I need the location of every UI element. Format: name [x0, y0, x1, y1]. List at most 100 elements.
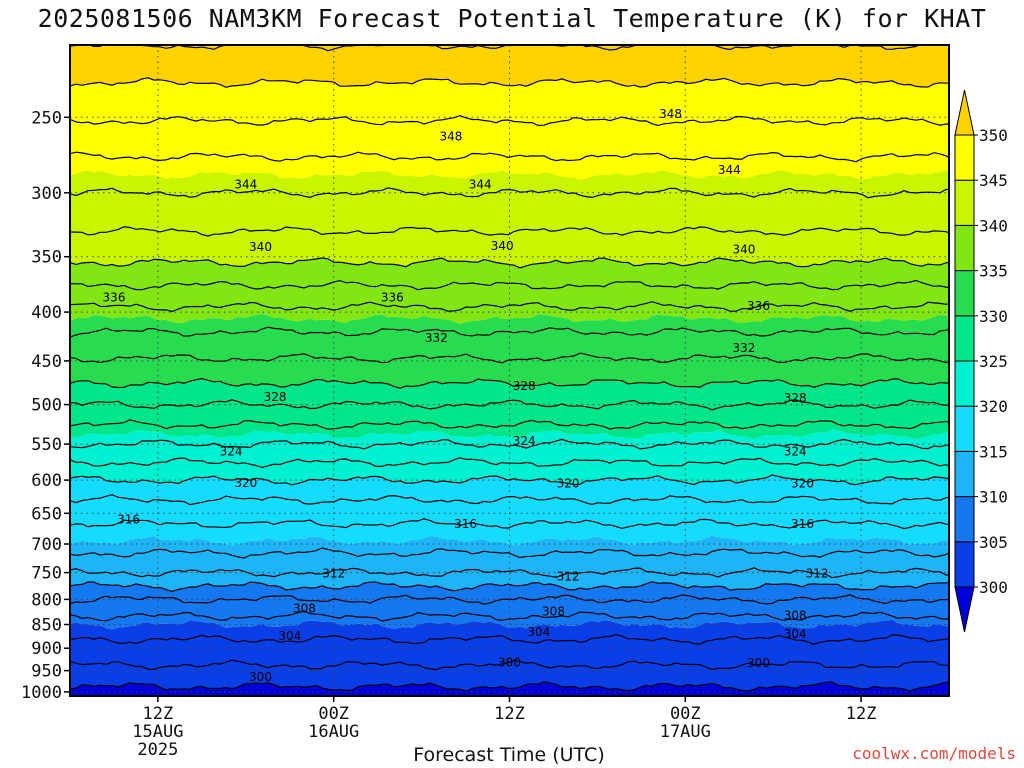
- colorbar-label-305: 305: [979, 533, 1008, 552]
- contour-328: [70, 399, 949, 411]
- contour-350: [70, 77, 949, 88]
- theta-band-2: [70, 581, 949, 630]
- contour-332: [70, 352, 949, 364]
- contour-340: [70, 257, 949, 269]
- colorbar-label-310: 310: [979, 488, 1008, 507]
- y-tick-label-850: 850: [31, 616, 62, 636]
- contour-label-6: 340: [491, 239, 514, 253]
- contour-label-28: 308: [293, 602, 316, 616]
- x-axis-label: Forecast Time (UTC): [413, 744, 605, 766]
- contour-label-30: 308: [784, 609, 807, 623]
- colorbar-label-300: 300: [979, 578, 1008, 597]
- y-tick-label-750: 750: [31, 564, 62, 584]
- contour-338: [70, 279, 949, 291]
- colorbar-segment-2: [954, 450, 975, 498]
- colorbar-segment-7: [954, 224, 975, 272]
- y-tick-label-900: 900: [31, 639, 62, 659]
- x-tick-label-42-0: 00Z: [670, 704, 701, 724]
- contour-label-29: 308: [542, 605, 565, 619]
- theta-contours: [70, 45, 949, 734]
- y-tick-label-600: 600: [31, 471, 62, 491]
- x-tick-label-54-0: 12Z: [846, 704, 877, 724]
- colorbar-label-320: 320: [979, 397, 1008, 416]
- contour-label-35: 300: [498, 656, 521, 670]
- x-tick-label-18-0: 00Z: [318, 704, 349, 724]
- contour-330: [70, 377, 949, 389]
- colorbar-label-315: 315: [979, 442, 1008, 461]
- contour-label-9: 336: [381, 290, 404, 304]
- y-axis: 250 300 350 400 450 500 550 600 650 700 750 800 850 9…: [21, 108, 70, 703]
- y-tick-label-950: 950: [31, 662, 62, 682]
- contour-label-3: 344: [469, 178, 492, 192]
- contour-label-23: 316: [454, 517, 477, 531]
- contour-label-7: 340: [732, 243, 755, 257]
- y-tick-label-550: 550: [31, 435, 62, 455]
- contour-336: [70, 301, 949, 313]
- theta-band-9: [70, 170, 949, 268]
- contour-label-32: 304: [527, 625, 550, 639]
- contour-314: [70, 547, 949, 559]
- contour-label-0: 348: [439, 130, 462, 144]
- contour-316: [70, 518, 949, 530]
- contour-308: [70, 594, 949, 605]
- theta-band-11: [70, 45, 949, 88]
- contour-label-14: 328: [513, 379, 536, 393]
- colorbar-cap-low: [954, 586, 975, 633]
- contour-352: [70, 45, 920, 52]
- contour-300: [70, 681, 949, 692]
- contour-label-1: 348: [659, 107, 682, 121]
- contour-label-33: 304: [784, 627, 807, 641]
- theta-band-7: [70, 313, 949, 389]
- contour-296: [70, 724, 949, 734]
- contour-label-27: 312: [806, 567, 829, 581]
- contour-label-21: 320: [791, 477, 814, 491]
- contour-324: [70, 438, 949, 450]
- x-tick-label-6-2: 2025: [137, 740, 178, 760]
- theta-band-5: [70, 429, 949, 485]
- contour-322: [70, 457, 949, 469]
- contour-label-4: 344: [718, 163, 741, 177]
- contour-326: [70, 419, 949, 430]
- contour-label-10: 336: [747, 299, 770, 313]
- contour-320: [70, 474, 949, 486]
- contour-312: [70, 567, 949, 579]
- contour-label-26: 312: [557, 570, 580, 584]
- contour-label-5: 340: [249, 240, 272, 254]
- contour-302: [70, 659, 949, 671]
- y-tick-label-650: 650: [31, 504, 62, 524]
- x-tick-label-42-1: 17AUG: [660, 722, 711, 742]
- y-tick-label-1000: 1000: [21, 683, 62, 703]
- y-tick-label-300: 300: [31, 184, 62, 204]
- x-tick-label-6-1: 15AUG: [132, 722, 183, 742]
- contour-labels: 348 348 344 344 344 340 340 340 336 336 336 332 332 3…: [103, 107, 829, 684]
- contour-label-18: 324: [784, 445, 807, 459]
- contour-label-17: 324: [513, 434, 536, 448]
- contour-label-31: 304: [278, 629, 301, 643]
- colorbar-label-345: 345: [979, 171, 1008, 190]
- contour-346: [70, 151, 949, 163]
- contour-334: [70, 326, 949, 338]
- y-tick-label-350: 350: [31, 248, 62, 268]
- contour-label-20: 320: [557, 477, 580, 491]
- y-tick-label-700: 700: [31, 535, 62, 555]
- contour-label-11: 332: [425, 331, 448, 345]
- contour-label-15: 328: [784, 391, 807, 405]
- colorbar: 300 305 310 315 320 325 330 335 340 345 350: [954, 89, 1008, 633]
- y-tick-label-400: 400: [31, 303, 62, 323]
- contour-342: [70, 226, 949, 237]
- colorbar-cap-high: [954, 89, 975, 136]
- contour-label-8: 336: [103, 290, 126, 304]
- colorbar-label-330: 330: [979, 307, 1008, 326]
- colorbar-segment-5: [954, 315, 975, 362]
- y-tick-label-800: 800: [31, 590, 62, 610]
- colorbar-label-340: 340: [979, 216, 1008, 235]
- colorbar-segment-9: [954, 134, 975, 181]
- contour-label-16: 324: [220, 445, 243, 459]
- contour-label-13: 328: [264, 390, 287, 404]
- chart-title: 2025081506 NAM3KM Forecast Potential Tem…: [37, 4, 987, 33]
- contour-label-22: 316: [117, 513, 140, 527]
- contour-label-24: 316: [791, 517, 814, 531]
- theta-band-8: [70, 258, 949, 324]
